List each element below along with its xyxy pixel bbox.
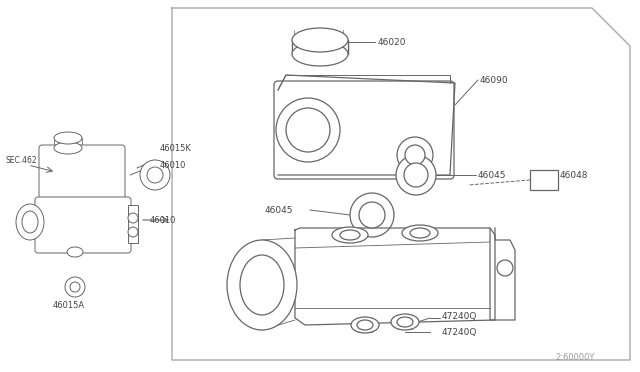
Ellipse shape — [357, 320, 373, 330]
Text: 46010: 46010 — [150, 215, 177, 224]
Text: 46015K: 46015K — [160, 144, 192, 153]
Ellipse shape — [286, 108, 330, 152]
Ellipse shape — [65, 277, 85, 297]
Ellipse shape — [396, 155, 436, 195]
Ellipse shape — [497, 260, 513, 276]
FancyBboxPatch shape — [39, 145, 125, 203]
Ellipse shape — [227, 240, 297, 330]
Text: 46020: 46020 — [378, 38, 406, 46]
Ellipse shape — [22, 211, 38, 233]
Text: SEC.462: SEC.462 — [5, 155, 36, 164]
Bar — [530, 170, 558, 190]
Polygon shape — [278, 75, 455, 175]
Ellipse shape — [240, 255, 284, 315]
Text: 47240Q: 47240Q — [442, 311, 477, 321]
Ellipse shape — [67, 247, 83, 257]
Ellipse shape — [410, 228, 430, 238]
Ellipse shape — [128, 227, 138, 237]
Ellipse shape — [397, 317, 413, 327]
Text: 46045: 46045 — [265, 205, 294, 215]
Text: 46015A: 46015A — [53, 301, 85, 311]
Ellipse shape — [147, 167, 163, 183]
Ellipse shape — [332, 227, 368, 243]
Ellipse shape — [292, 42, 348, 66]
Text: 46045: 46045 — [478, 170, 506, 180]
FancyBboxPatch shape — [274, 81, 454, 179]
Ellipse shape — [292, 28, 348, 52]
Ellipse shape — [140, 160, 170, 190]
Ellipse shape — [70, 282, 80, 292]
Ellipse shape — [404, 163, 428, 187]
Ellipse shape — [54, 142, 82, 154]
Ellipse shape — [391, 314, 419, 330]
FancyBboxPatch shape — [35, 197, 131, 253]
Ellipse shape — [351, 317, 379, 333]
Ellipse shape — [340, 230, 360, 240]
Ellipse shape — [16, 204, 44, 240]
Ellipse shape — [276, 98, 340, 162]
Polygon shape — [295, 228, 495, 325]
Text: 46048: 46048 — [560, 170, 589, 180]
Polygon shape — [490, 228, 515, 320]
Bar — [128, 205, 138, 243]
Text: 46090: 46090 — [480, 76, 509, 84]
Text: 2:60000Y: 2:60000Y — [556, 353, 595, 362]
Bar — [292, 40, 348, 54]
Ellipse shape — [402, 225, 438, 241]
Text: 47240Q: 47240Q — [442, 327, 477, 337]
Ellipse shape — [405, 145, 425, 165]
Text: 46010: 46010 — [160, 160, 186, 170]
Ellipse shape — [359, 202, 385, 228]
Ellipse shape — [350, 193, 394, 237]
Ellipse shape — [54, 132, 82, 144]
Ellipse shape — [397, 137, 433, 173]
Ellipse shape — [128, 213, 138, 223]
